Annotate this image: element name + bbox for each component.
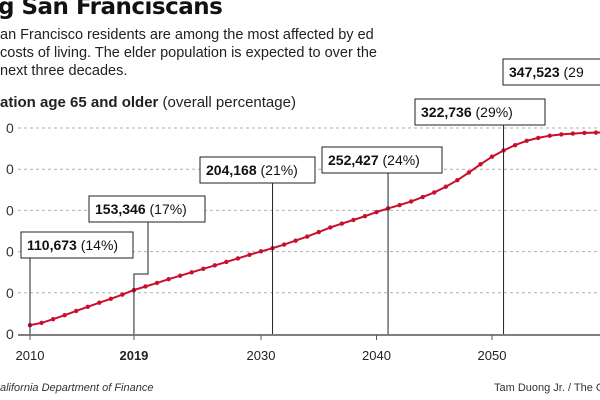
data-point [74,308,79,314]
annotation-label: 204,168 (21%) [206,162,298,178]
data-point [154,280,160,286]
data-point [247,252,252,258]
x-tick-label: 2050 [478,348,507,363]
y-tick-label: 0 [6,202,14,218]
x-tick-label: 2030 [247,348,276,363]
annotation-label: 322,736 (29%) [421,104,513,120]
annotation-value: 252,427 [328,152,379,168]
annotation-box [20,231,134,259]
annotation-percent: (29%) [472,104,513,120]
annotation-label: 110,673 (14%) [27,237,118,253]
chart-title: g San Franciscans [0,0,223,20]
data-point [512,142,518,148]
data-point [62,313,67,318]
credit-note: Tam Duong Jr. / The C [494,382,600,394]
data-point [316,229,321,235]
data-point [293,238,298,243]
x-tick-label: 2019 [119,348,148,363]
annotation-box [199,156,316,184]
data-point [201,266,206,272]
data-point [570,131,576,136]
chart-subtitle: ation age 65 and older (overall percenta… [0,94,296,111]
data-point [455,177,460,183]
y-tick-label: 0 [6,161,14,177]
annotation-box [321,146,443,174]
annotation-box [414,98,546,126]
y-tick-label: 0 [6,244,14,260]
x-tick-label: 2040 [362,348,391,363]
annotation-percent: (21%) [257,162,298,178]
annotation-percent: (29 [560,64,584,80]
data-point [177,273,183,278]
annotation-value: 204,168 [206,162,257,178]
y-tick-label: 0 [6,326,14,342]
source-note: alifornia Department of Finance [0,382,154,394]
data-point [85,304,90,310]
annotation-value: 110,673 [27,237,77,253]
data-point [582,130,587,136]
annotation-label: 252,427 (24%) [328,152,420,168]
annotation-percent: (14%) [77,237,118,253]
annotation-value: 347,523 [509,64,560,80]
data-point [235,256,241,261]
data-point [212,263,217,268]
data-point [39,320,44,326]
data-point [536,135,541,141]
data-point [362,213,368,219]
chart-description: an Francisco residents are among the mos… [0,27,377,79]
data-point [547,133,552,138]
data-point [466,170,472,175]
data-point [408,199,414,204]
annotation-value: 153,346 [95,201,146,217]
data-point [224,259,229,265]
data-point [189,270,194,275]
data-point [339,221,345,226]
data-point [478,162,483,167]
data-point [351,217,356,223]
annotation-percent: (24%) [379,152,420,168]
data-point [281,242,287,247]
data-point [166,277,171,282]
data-point [328,225,333,230]
data-point [443,184,448,189]
annotation-value: 322,736 [421,104,472,120]
data-point [559,132,564,137]
x-tick-label: 2010 [16,348,45,363]
data-point [524,138,529,143]
data-point [593,130,599,135]
subtitle-bold: ation age 65 and older [0,94,159,111]
data-point [120,292,125,297]
annotation-box [502,58,600,86]
data-point [374,209,379,215]
data-point [420,194,425,200]
data-point [97,300,102,305]
data-point [108,296,114,302]
data-point [143,284,148,289]
annotation-box [88,195,206,223]
data-point [432,190,437,195]
data-point [397,202,402,208]
subtitle-rest: (overall percentage) [158,94,296,111]
y-tick-label: 0 [6,120,14,136]
data-point [258,249,264,254]
y-tick-label: 0 [6,285,14,301]
annotation-label: 347,523 (29 [509,64,584,80]
data-point [305,234,310,239]
annotation-leader [133,222,149,334]
annotation-label: 153,346 (17%) [95,201,187,217]
data-point [489,154,495,159]
annotation-percent: (17%) [146,201,187,217]
data-point [50,316,56,322]
